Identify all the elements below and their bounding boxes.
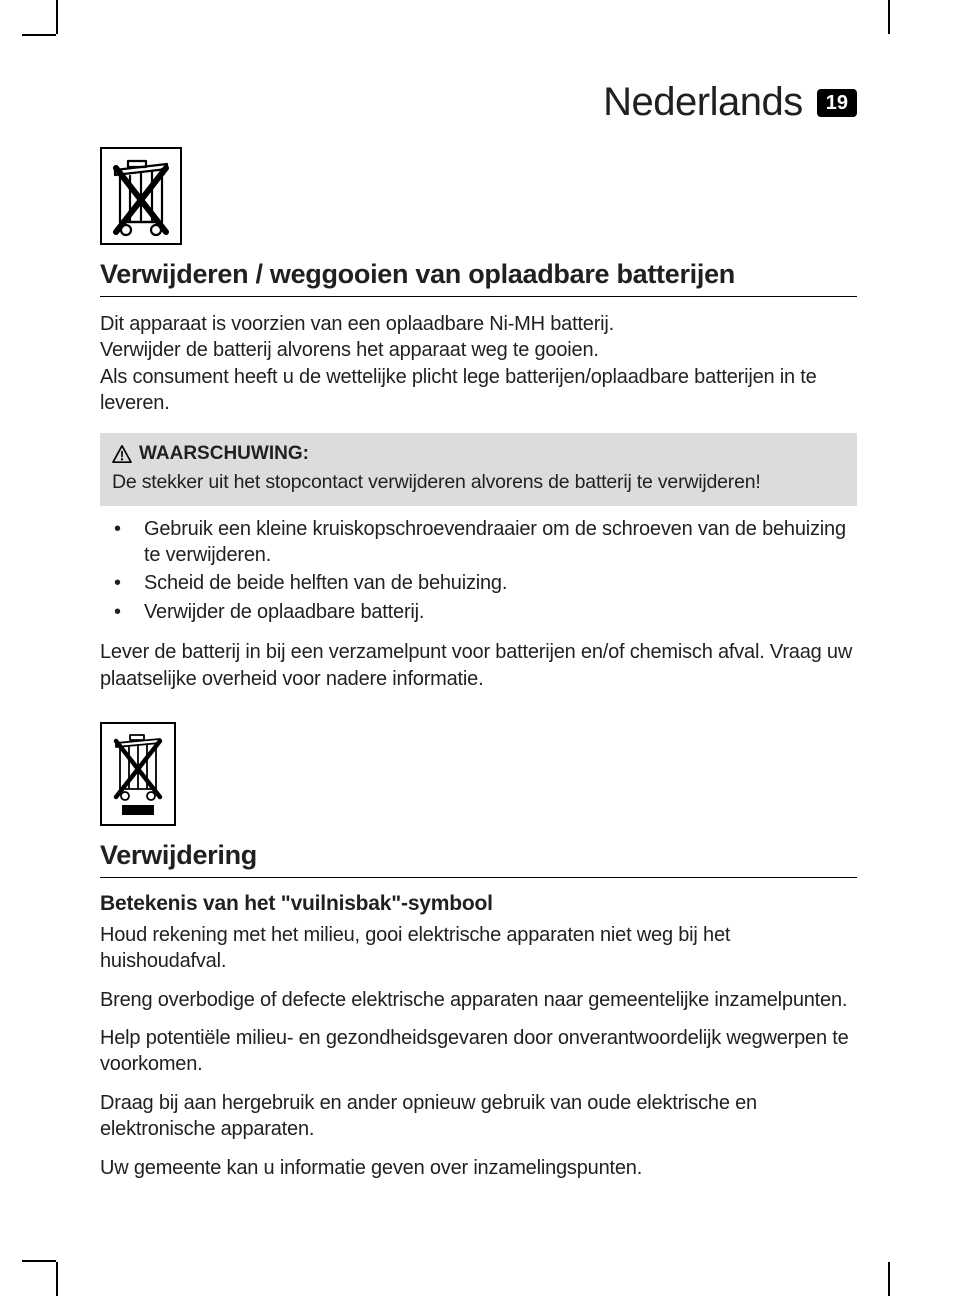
warning-text: De stekker uit het stopcontact verwijder… [112,471,845,494]
crop-mark [56,1262,58,1296]
disposal-paragraph: Breng overbodige of defecte elektrische … [100,987,857,1013]
page-content: Nederlands 19 Verwijderen / weggooien va… [100,80,857,1193]
disposal-paragraph: Draag bij aan hergebruik en ander opnieu… [100,1090,857,1143]
intro-line: Als consument heeft u de wettelijke plic… [100,364,857,417]
weee-bin-icon [100,147,182,245]
language-header: Nederlands 19 [100,80,857,125]
instruction-item: Gebruik een kleine kruiskopschroevendraa… [100,516,857,569]
disposal-paragraphs: Houd rekening met het milieu, gooi elekt… [100,922,857,1181]
warning-label: WAARSCHUWING: [139,443,309,465]
crop-mark [22,1260,56,1262]
language-title: Nederlands [603,80,803,125]
disposal-paragraph: Houd rekening met het milieu, gooi elekt… [100,922,857,975]
outro-text: Lever de batterij in bij een verzamelpun… [100,639,857,692]
intro-line: Dit apparaat is voorzien van een oplaadb… [100,311,857,337]
warning-title-row: WAARSCHUWING: [112,443,845,465]
section-heading-disposal: Verwijdering [100,840,857,878]
weee-bin-bar-icon [100,722,176,826]
disposal-paragraph: Help potentiële milieu- en gezondheidsge… [100,1025,857,1078]
crop-mark [888,0,890,34]
section-heading-batteries: Verwijderen / weggooien van oplaadbare b… [100,259,857,297]
crop-mark [56,0,58,34]
instruction-list: Gebruik een kleine kruiskopschroevendraa… [100,516,857,626]
crop-mark [22,34,56,36]
instruction-item: Scheid de beide helften van de behuizing… [100,570,857,596]
subheading-symbol-meaning: Betekenis van het "vuilnisbak"-symbool [100,892,857,916]
page-number-badge: 19 [817,89,857,117]
intro-line: Verwijder de batterij alvorens het appar… [100,337,857,363]
warning-triangle-icon [112,445,132,463]
disposal-paragraph: Uw gemeente kan u informatie geven over … [100,1155,857,1181]
instruction-item: Verwijder de oplaadbare batterij. [100,599,857,625]
crop-mark [888,1262,890,1296]
warning-box: WAARSCHUWING: De stekker uit het stopcon… [100,433,857,506]
